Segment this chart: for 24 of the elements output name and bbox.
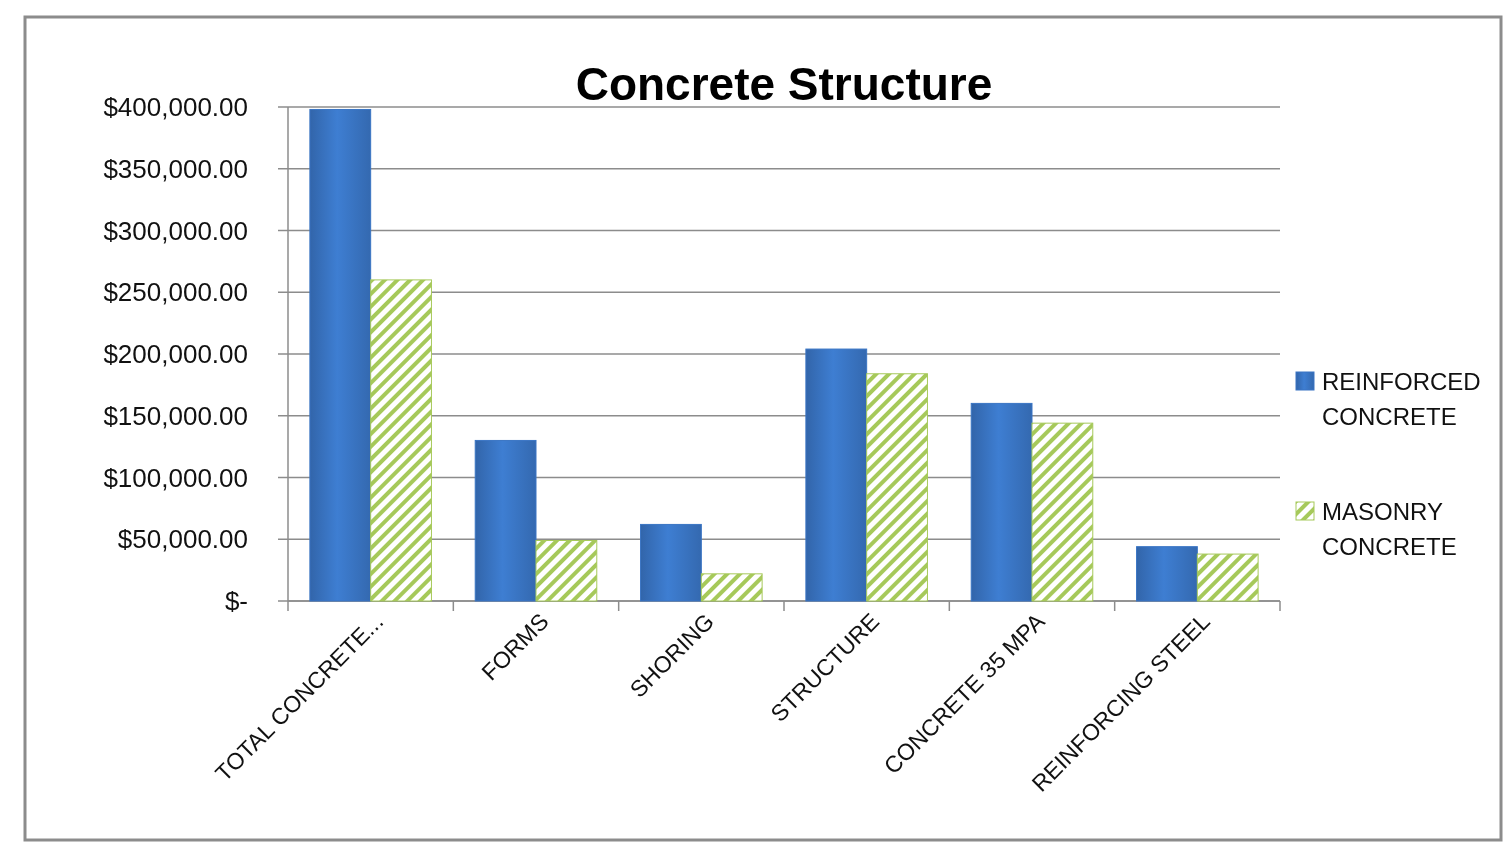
bar [700, 573, 763, 602]
y-tick-label: $200,000.00 [103, 339, 248, 370]
bar [309, 108, 372, 602]
bar [640, 523, 702, 602]
bar [1196, 553, 1259, 602]
bar [370, 279, 432, 602]
bar [1136, 546, 1198, 602]
y-tick-label: $- [224, 586, 248, 617]
bar [535, 539, 598, 602]
bar [1031, 422, 1094, 602]
bar [866, 373, 928, 602]
bar [474, 439, 537, 602]
y-tick-label: $150,000.00 [103, 400, 248, 431]
y-tick-label: $50,000.00 [117, 524, 248, 555]
y-tick-label: $350,000.00 [103, 153, 248, 184]
bar [970, 402, 1033, 602]
legend-label: MASONRY CONCRETE [1322, 498, 1457, 561]
bar [805, 348, 868, 602]
legend-label: REINFORCED CONCRETE [1322, 368, 1481, 431]
y-tick-label: $250,000.00 [103, 277, 248, 308]
chart-title: Concrete Structure [575, 58, 993, 110]
y-tick-label: $300,000.00 [103, 215, 248, 246]
y-tick-label: $100,000.00 [103, 462, 248, 493]
y-tick-label: $400,000.00 [103, 92, 248, 123]
